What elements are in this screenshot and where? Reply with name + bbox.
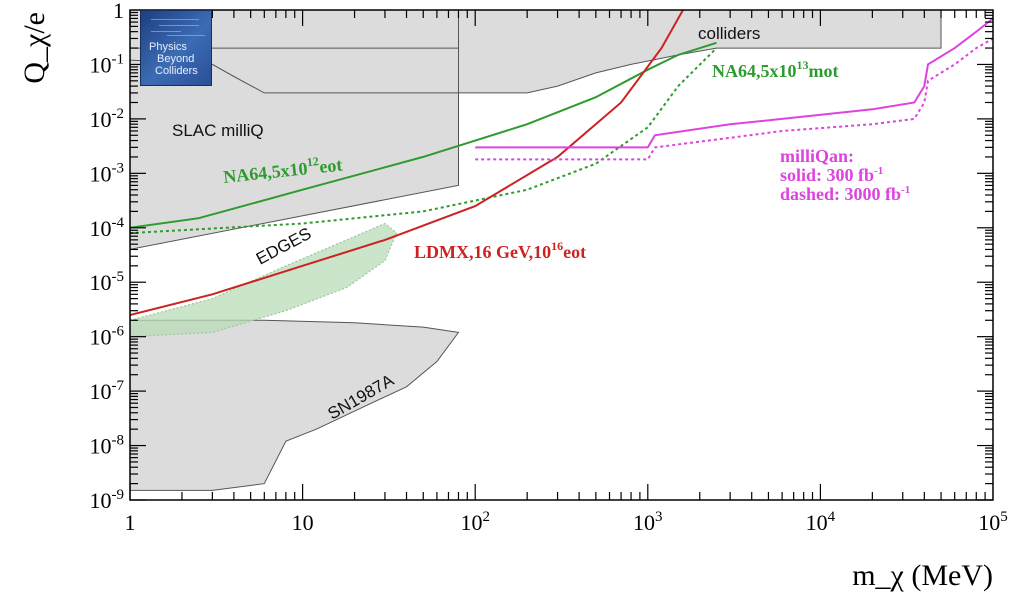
y-tick-label: 10-6 bbox=[90, 324, 125, 350]
y-tick-label: 10-4 bbox=[90, 215, 125, 241]
x-tick-label: 1 bbox=[125, 510, 136, 535]
region-edges bbox=[130, 222, 398, 338]
logo-text-beyond: Beyond bbox=[157, 53, 195, 65]
series-layer bbox=[130, 10, 993, 316]
y-tick-label: 10-3 bbox=[90, 160, 125, 186]
series-line-1 bbox=[130, 47, 718, 235]
label-ldmx: LDMX,16 GeV,1016eot bbox=[414, 239, 586, 262]
x-tick-label: 10 bbox=[292, 510, 314, 535]
label-na64-mot: NA64,5x1013mot bbox=[712, 58, 839, 81]
y-tick-label: 10-5 bbox=[90, 269, 125, 295]
x-tick-label: 103 bbox=[633, 509, 663, 535]
regions-layer bbox=[130, 10, 942, 491]
label-slac: SLAC milliQ bbox=[172, 121, 264, 140]
physics-beyond-colliders-logo: Physics Beyond Colliders bbox=[140, 10, 212, 86]
x-tick-label: 105 bbox=[978, 509, 1008, 535]
y-tick-label: 10-8 bbox=[90, 433, 125, 459]
x-tick-label: 104 bbox=[806, 509, 836, 535]
label-colliders: colliders bbox=[698, 24, 760, 43]
x-tick-label: 102 bbox=[460, 509, 490, 535]
series-line-3 bbox=[475, 17, 993, 149]
y-tick-label: 10-1 bbox=[90, 51, 125, 77]
milliqan-legend-dashed: dashed: 3000 fb-1 bbox=[780, 184, 910, 204]
y-tick-label: 10-7 bbox=[90, 378, 125, 404]
series-line-4 bbox=[475, 37, 993, 161]
milliqan-legend-solid: solid: 300 fb-1 bbox=[780, 165, 883, 185]
y-tick-label: 1 bbox=[113, 0, 124, 23]
x-axis-title: m_χ (MeV) bbox=[852, 559, 993, 592]
plot-frame bbox=[129, 9, 994, 501]
logo-text-physics: Physics bbox=[149, 41, 187, 53]
y-tick-label: 10-9 bbox=[90, 487, 125, 513]
series-line-2 bbox=[130, 10, 684, 316]
region-sn1987a bbox=[130, 319, 460, 491]
y-tick-label: 10-2 bbox=[90, 106, 125, 132]
axes-layer: 1 10 102 103 104 105 10-9 10-8 10-7 10-6 10-5 10-4 1… bbox=[18, 0, 1008, 592]
region-colliders bbox=[458, 10, 942, 94]
y-axis-title: Q_χ/e bbox=[18, 12, 51, 84]
milliqan-legend-title: milliQan: bbox=[780, 146, 854, 166]
logo-text-colliders: Colliders bbox=[155, 65, 198, 77]
series-line-0 bbox=[130, 41, 717, 229]
